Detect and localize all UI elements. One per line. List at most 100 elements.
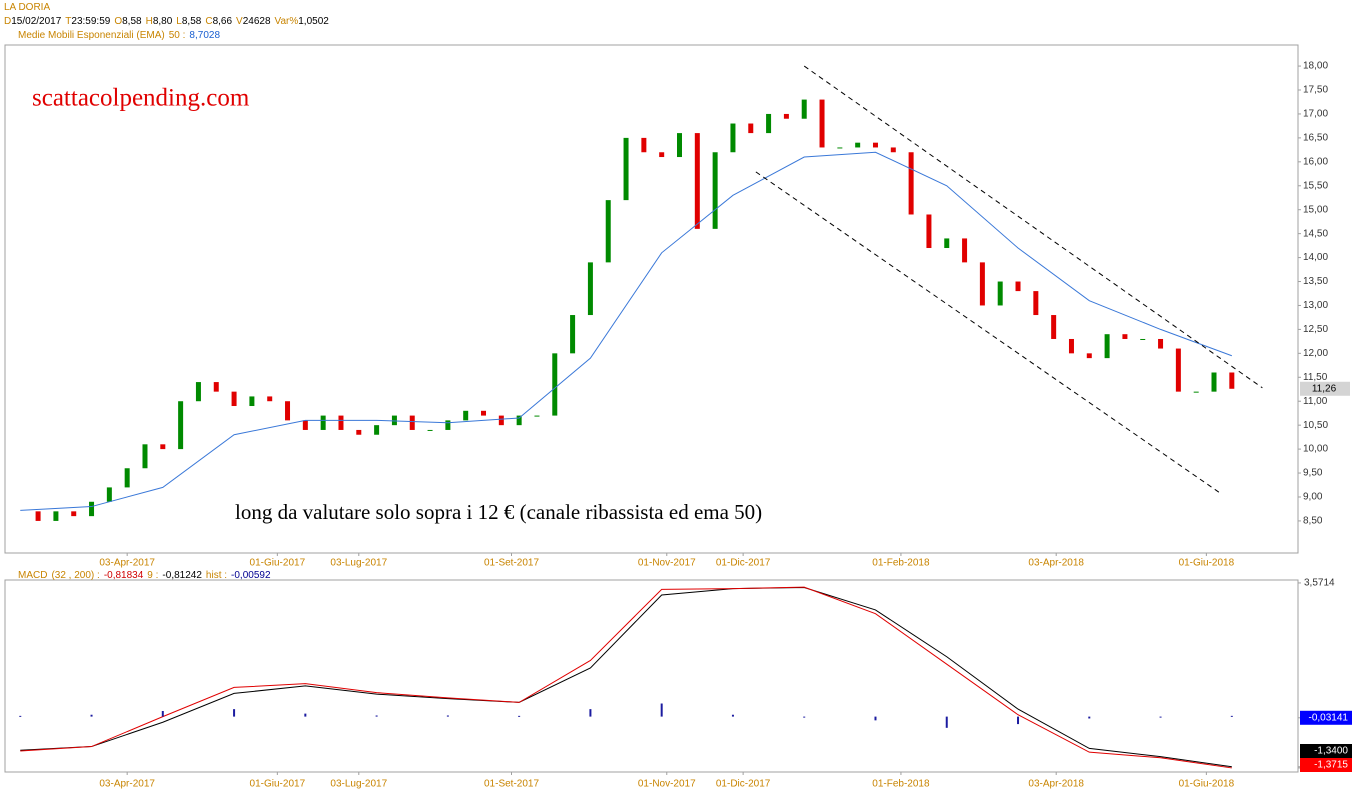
quote-value: 8,58	[122, 16, 142, 27]
x-tick-label: 01-Nov-2017	[638, 779, 696, 790]
candle	[587, 262, 593, 316]
y-tick-label: 14,00	[1303, 252, 1328, 263]
candle	[106, 487, 112, 502]
candle	[498, 415, 504, 426]
candle	[1122, 334, 1128, 339]
indicator-row: Medie Mobili Esponenziali (EMA) 50 :8,702…	[18, 30, 220, 41]
candle	[552, 353, 558, 416]
quote-field: H8,80	[146, 16, 173, 27]
quote-field: C8,66	[205, 16, 232, 27]
histogram-bar	[304, 713, 307, 717]
quote-key: T	[65, 16, 72, 27]
candle	[908, 152, 914, 215]
candle	[481, 410, 487, 416]
quote-field: L8,58	[176, 16, 201, 27]
candle	[1140, 338, 1146, 340]
quote-value: 15/02/2017	[11, 16, 62, 27]
x-tick-label: 01-Dic-2017	[716, 558, 771, 569]
candle	[302, 420, 308, 430]
x-tick-label: 03-Apr-2018	[1028, 779, 1084, 790]
histogram-bar	[803, 716, 806, 718]
candle	[267, 396, 273, 402]
macd-header-text: (32 , 200) :	[51, 570, 100, 581]
quote-value: 24628	[242, 16, 271, 27]
y-tick-label: 12,50	[1303, 324, 1328, 335]
indicator-text: 8,7028	[189, 30, 221, 41]
histogram-bar	[233, 709, 236, 717]
histogram-bar	[945, 716, 948, 728]
candle	[962, 238, 968, 263]
quote-field: V24628	[236, 16, 270, 27]
quote-key: Var%	[274, 16, 299, 27]
candle	[926, 214, 932, 249]
candle	[1068, 338, 1074, 354]
candle	[213, 382, 219, 392]
histogram-bar	[375, 715, 378, 717]
y-tick-label: 3,5714	[1304, 578, 1335, 589]
quote-value: 8,66	[212, 16, 233, 27]
candle	[1193, 391, 1199, 393]
candle	[659, 152, 665, 158]
candle	[605, 200, 611, 263]
candle	[1015, 281, 1021, 292]
y-tick-label: 17,00	[1303, 109, 1328, 120]
x-tick-label: 01-Nov-2017	[638, 558, 696, 569]
candle	[712, 152, 718, 229]
candle	[641, 137, 647, 153]
y-tick-label: 17,50	[1303, 85, 1328, 96]
y-tick-label: 10,00	[1303, 444, 1328, 455]
x-tick-label: 01-Giu-2017	[250, 558, 306, 569]
candle	[766, 113, 772, 134]
candle	[997, 281, 1003, 306]
y-tick-label: -1,3400	[1314, 746, 1348, 757]
y-tick-label: 10,50	[1303, 420, 1328, 431]
quote-field: O8,58	[114, 16, 141, 27]
macd-header-text: -0,81834	[103, 570, 144, 581]
candle	[427, 429, 433, 431]
x-tick-label: 01-Set-2017	[484, 558, 539, 569]
watermark: scattacolpending.com	[32, 85, 250, 112]
x-tick-label: 03-Lug-2017	[330, 558, 387, 569]
candle	[516, 415, 522, 426]
macd-panel	[4, 579, 1299, 773]
indicator-text: Medie Mobili Esponenziali (EMA)	[18, 30, 165, 41]
candle	[748, 123, 754, 134]
candle	[445, 420, 451, 430]
macd-header-text: -0,00592	[231, 570, 271, 581]
x-tick-label: 01-Giu-2018	[1179, 558, 1235, 569]
candle	[338, 415, 344, 430]
histogram-bar	[1230, 715, 1233, 717]
macd-header: MACD (32 , 200) : -0,81834 9 : -0,81242 hist …	[18, 570, 271, 581]
candle	[1104, 334, 1110, 359]
candle	[285, 401, 291, 421]
y-tick-box	[1300, 758, 1352, 772]
price-panel	[4, 44, 1299, 554]
instrument-title: LA DORIA	[4, 2, 51, 13]
histogram-bar	[90, 714, 93, 717]
y-tick-label: 12,00	[1303, 348, 1328, 359]
quote-value: 8,58	[181, 16, 202, 27]
macd-header-text: 9 :	[147, 570, 159, 581]
candle	[944, 238, 950, 249]
x-tick-label: 03-Apr-2017	[99, 779, 155, 790]
quote-field: T23:59:59	[65, 16, 110, 27]
candle	[374, 425, 380, 435]
candle	[409, 415, 415, 430]
macd-line	[20, 586, 1232, 769]
quote-key: H	[145, 16, 153, 27]
histogram-bar	[731, 714, 734, 717]
quote-key: L	[176, 16, 182, 27]
x-tick-label: 03-Apr-2017	[99, 558, 155, 569]
quote-key: O	[114, 16, 123, 27]
candle	[356, 429, 362, 435]
candle	[249, 396, 255, 407]
candle	[142, 444, 148, 469]
candle	[570, 315, 576, 354]
y-tick-label: 15,50	[1303, 180, 1328, 191]
candle	[1175, 348, 1181, 392]
x-tick-label: 01-Set-2017	[484, 779, 539, 790]
candle	[320, 415, 326, 430]
candle	[979, 262, 985, 306]
y-tick-label: 13,50	[1303, 276, 1328, 287]
